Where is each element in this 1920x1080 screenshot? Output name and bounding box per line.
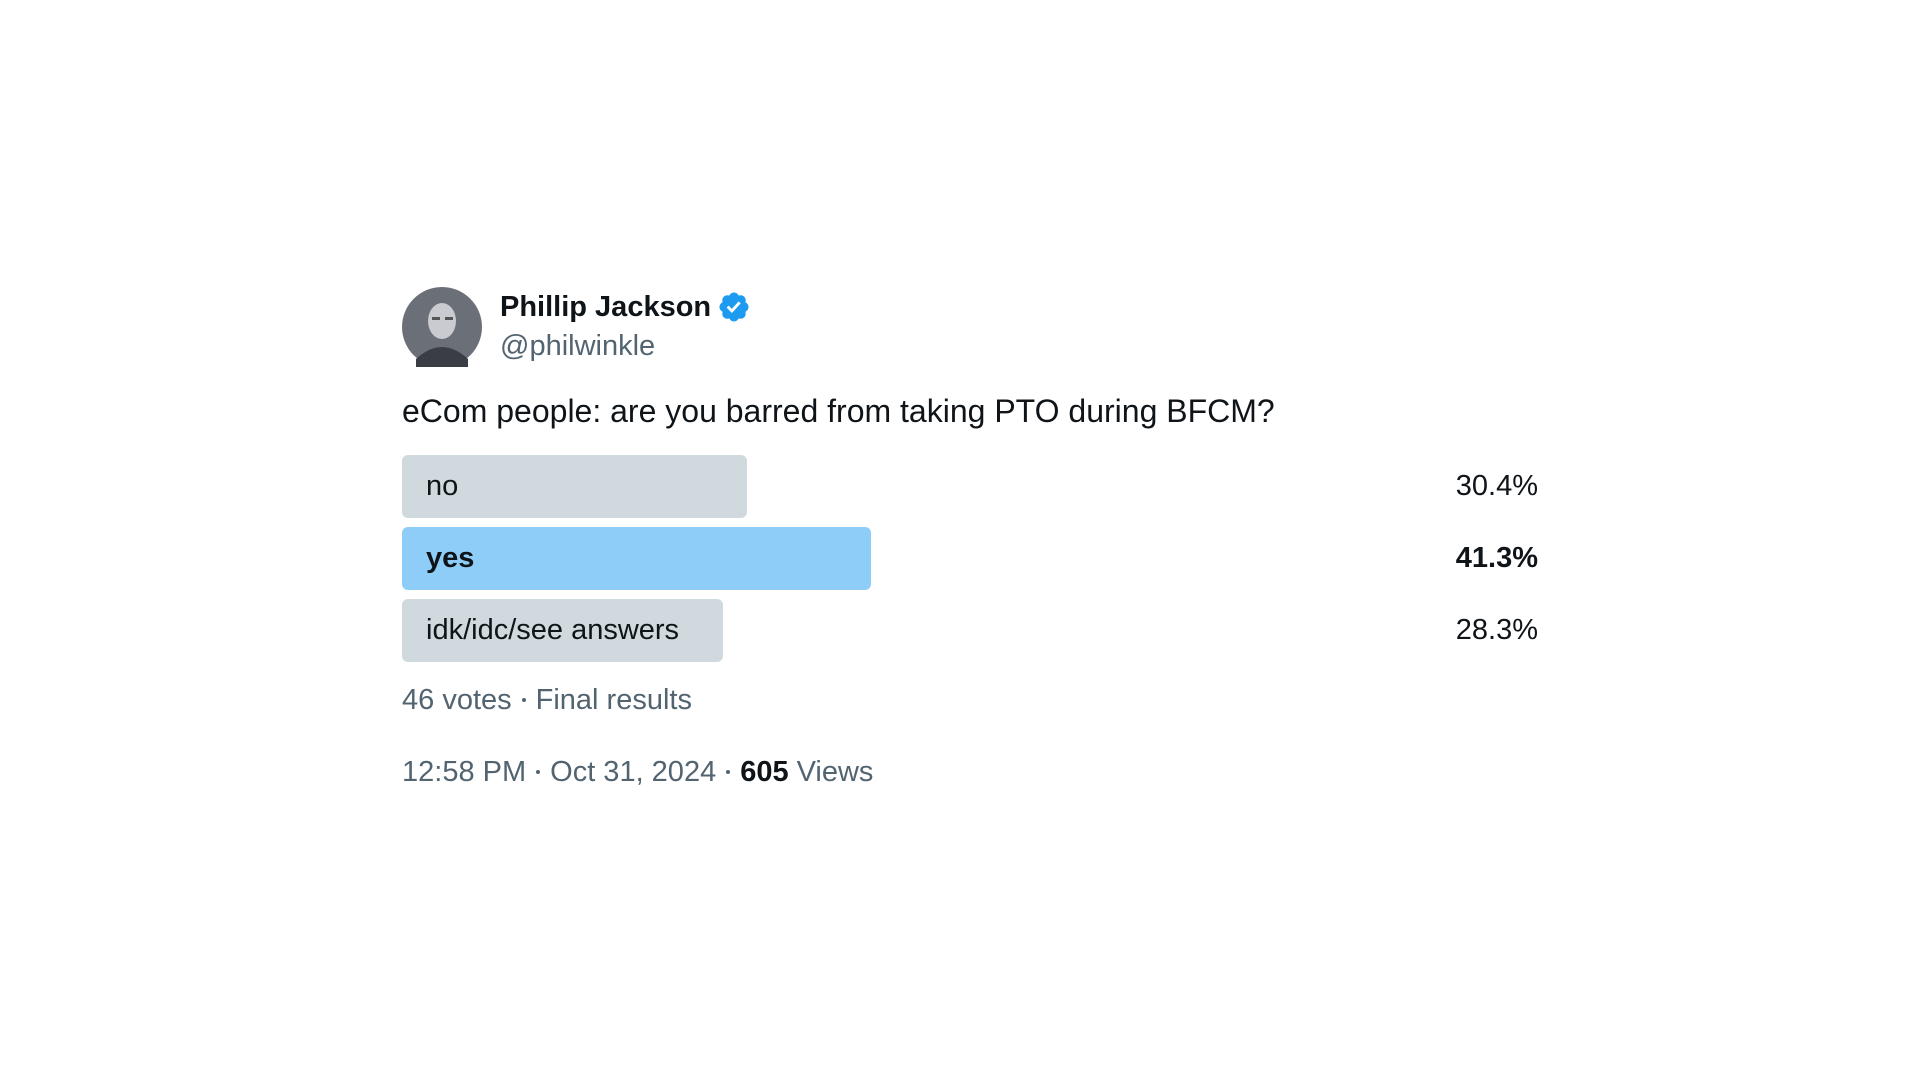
option-label: yes: [426, 542, 475, 574]
poll-meta: 46 votes Final results: [402, 680, 1538, 720]
tweet-footer: 12:58 PM Oct 31, 2024 605 Views: [402, 752, 1538, 792]
option-label: no: [426, 470, 459, 502]
option-label: idk/idc/see answers: [426, 614, 680, 646]
tweet-header: Phillip Jackson @philwinkle: [402, 287, 1538, 367]
date[interactable]: Oct 31, 2024: [550, 756, 717, 788]
separator: [536, 770, 541, 774]
poll-status: Final results: [535, 684, 692, 716]
author: Phillip Jackson @philwinkle: [500, 288, 751, 366]
verified-badge: [719, 292, 749, 322]
tweet-text: eCom people: are you barred from taking …: [402, 393, 1275, 429]
separator: [726, 770, 731, 774]
poll-bar: [402, 455, 748, 518]
author-name[interactable]: Phillip Jackson: [500, 291, 712, 323]
poll-option: yes 41.3%: [402, 527, 1538, 590]
option-percent: 28.3%: [1455, 614, 1538, 646]
views-count: 605: [740, 756, 789, 788]
tweet-card: Phillip Jackson @philwinkle eCom people:…: [402, 287, 1538, 792]
vote-count: 46 votes: [402, 684, 512, 716]
poll-option: idk/idc/see answers 28.3%: [402, 599, 1538, 662]
option-percent: 30.4%: [1455, 470, 1538, 502]
poll-bar: [402, 527, 872, 590]
views-label: Views: [796, 756, 874, 788]
separator: [521, 698, 526, 702]
avatar[interactable]: [402, 287, 482, 367]
name-row: Phillip Jackson: [500, 288, 751, 326]
poll: no 30.4% yes 41.3% idk/idc/see answers 28.3%: [402, 455, 1538, 662]
poll-option: no 30.4%: [402, 455, 1538, 518]
time[interactable]: 12:58 PM: [402, 756, 527, 788]
author-handle[interactable]: @philwinkle: [500, 330, 656, 362]
option-percent: 41.3%: [1455, 542, 1538, 574]
poll-bar: [402, 599, 724, 662]
